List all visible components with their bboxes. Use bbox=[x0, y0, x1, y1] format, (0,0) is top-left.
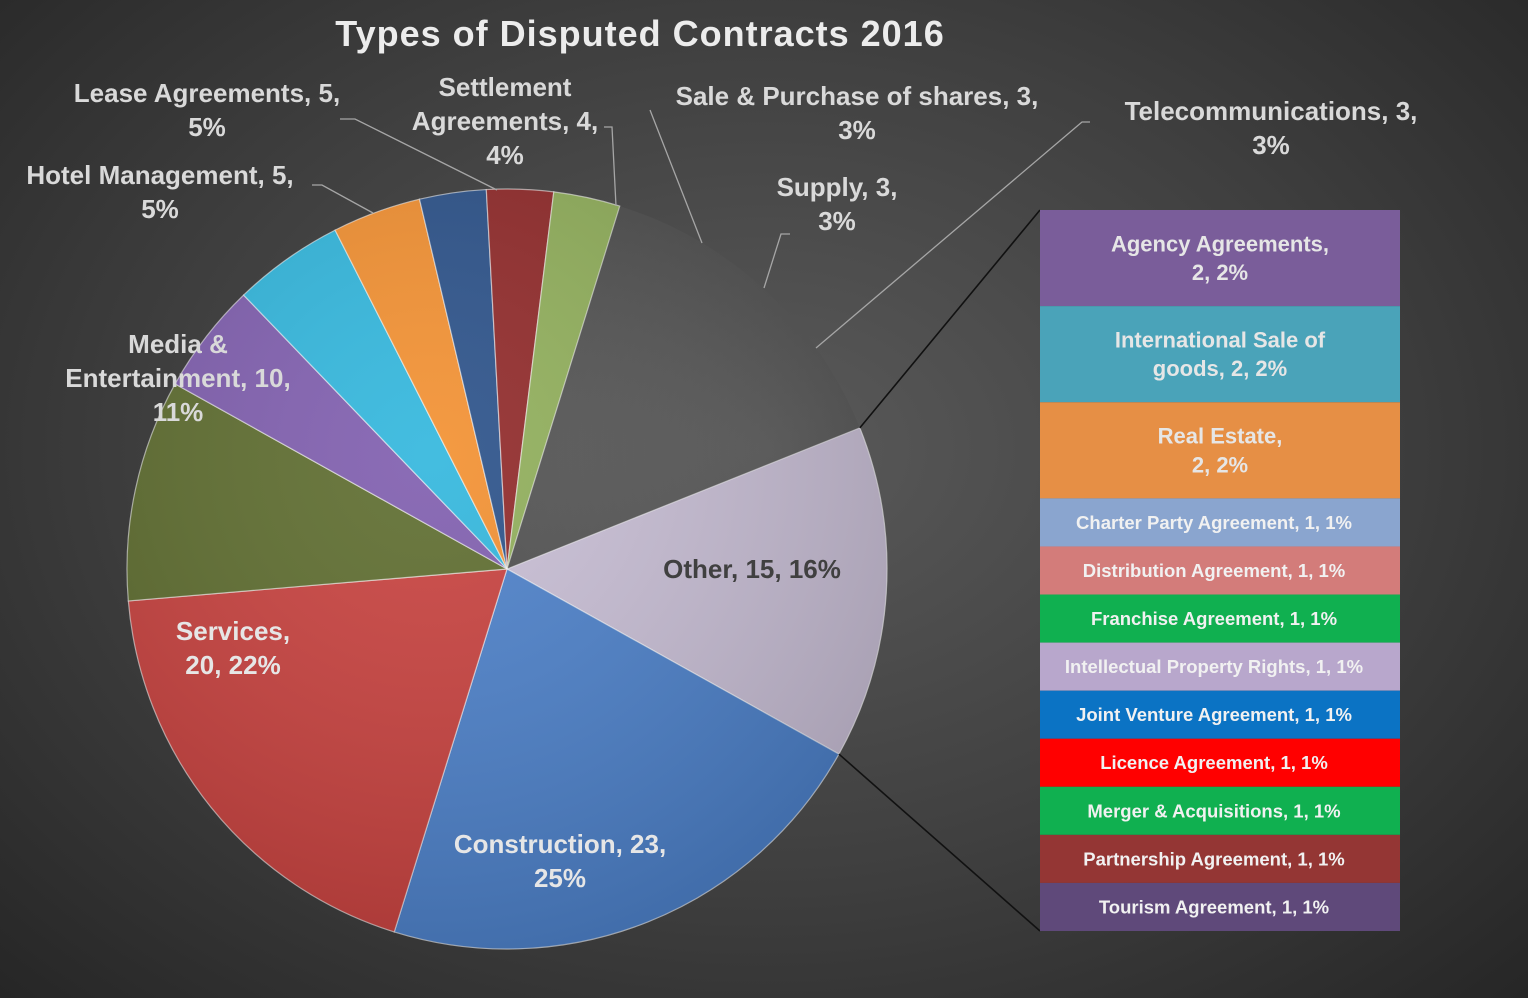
data-labels: Agency Agreements, 2, 2% International Sal… bbox=[26, 72, 1417, 917]
slice-label-media-and-entertainment: Media & bbox=[128, 329, 228, 359]
bar-label-agency-agreements: Agency Agreements, bbox=[1111, 231, 1329, 256]
bar-label-international-sale-of-goods: International Sale of bbox=[1115, 328, 1326, 353]
bar-label-tourism-agreement: Tourism Agreement, 1, 1% bbox=[1099, 896, 1329, 917]
leader-line-settlement-agreements bbox=[604, 126, 617, 207]
bar-segment-merger-and-acquisitions bbox=[1040, 786, 1400, 835]
bar-segment-joint-venture-agreement bbox=[1040, 690, 1400, 739]
slice-label-media-and-entertainment: 11% bbox=[153, 397, 204, 427]
bar-label-licence-agreement: Licence Agreement, 1, 1% bbox=[1100, 752, 1328, 773]
slice-label-sale-and-purchase-of-shares: Sale & Purchase of shares, 3, bbox=[676, 81, 1039, 111]
slice-label-construction: 25% bbox=[534, 863, 586, 893]
leader-line-sale-and-purchase-of-shares bbox=[649, 109, 703, 244]
bar-label-real-estate: Real Estate, bbox=[1158, 424, 1283, 449]
slice-label-telecommunications: Telecommunications, 3, bbox=[1125, 96, 1418, 126]
bar-segment-licence-agreement bbox=[1040, 738, 1400, 787]
slice-label-other: Other, 15, 16% bbox=[663, 554, 841, 584]
slice-label-media-and-entertainment: Entertainment, 10, bbox=[65, 363, 290, 393]
leader-lines bbox=[312, 109, 1090, 932]
leader-line-telecommunications bbox=[815, 121, 1090, 349]
leader-line-supply bbox=[763, 233, 790, 289]
slice-label-lease-agreements: 5% bbox=[188, 112, 226, 142]
slice-label-settlement-agreements: Settlement bbox=[439, 72, 572, 102]
bar-label-real-estate: 2, 2% bbox=[1192, 452, 1248, 477]
chart-title: Types of Disputed Contracts 2016 bbox=[335, 13, 944, 54]
leader-line-hotel-management bbox=[312, 184, 374, 214]
bar-segment-charter-party-agreement bbox=[1040, 498, 1400, 547]
bar-segment-tourism-agreement bbox=[1040, 882, 1400, 931]
slice-label-settlement-agreements: 4% bbox=[486, 140, 524, 170]
bar-segment-real-estate bbox=[1040, 402, 1400, 499]
slice-label-construction: Construction, 23, bbox=[454, 829, 666, 859]
bar-label-distribution-agreement: Distribution Agreement, 1, 1% bbox=[1083, 560, 1345, 581]
connector-line-bottom bbox=[838, 753, 1041, 932]
bar-segment-partnership-agreement bbox=[1040, 834, 1400, 883]
bar-label-franchise-agreement: Franchise Agreement, 1, 1% bbox=[1091, 608, 1337, 629]
slice-label-services: 20, 22% bbox=[185, 650, 280, 680]
slice-label-settlement-agreements: Agreements, 4, bbox=[412, 106, 598, 136]
bar-label-partnership-agreement: Partnership Agreement, 1, 1% bbox=[1083, 848, 1344, 869]
bar-segment-distribution-agreement bbox=[1040, 546, 1400, 595]
bar-segment-intellectual-property-rights bbox=[1040, 642, 1400, 691]
bar-label-international-sale-of-goods: goods, 2, 2% bbox=[1153, 356, 1287, 381]
bar-label-charter-party-agreement: Charter Party Agreement, 1, 1% bbox=[1076, 512, 1352, 533]
bar-label-joint-venture-agreement: Joint Venture Agreement, 1, 1% bbox=[1076, 704, 1352, 725]
slice-label-lease-agreements: Lease Agreements, 5, bbox=[74, 78, 340, 108]
connector-line-top bbox=[859, 209, 1041, 429]
slice-label-supply: 3% bbox=[818, 206, 856, 236]
slice-label-hotel-management: Hotel Management, 5, bbox=[26, 160, 293, 190]
bar-label-intellectual-property-rights: Intellectual Property Rights, 1, 1% bbox=[1065, 656, 1363, 677]
bar-segment-agency-agreements bbox=[1040, 210, 1400, 307]
slice-label-telecommunications: 3% bbox=[1252, 130, 1290, 160]
slice-label-supply: Supply, 3, bbox=[777, 172, 898, 202]
bar-segment-franchise-agreement bbox=[1040, 594, 1400, 643]
bar-label-agency-agreements: 2, 2% bbox=[1192, 260, 1248, 285]
slice-label-services: Services, bbox=[176, 616, 290, 646]
breakout-bar bbox=[1040, 210, 1400, 931]
slice-label-hotel-management: 5% bbox=[141, 194, 179, 224]
bar-label-merger-and-acquisitions: Merger & Acquisitions, 1, 1% bbox=[1087, 800, 1340, 821]
bar-segment-international-sale-of-goods bbox=[1040, 306, 1400, 403]
slice-label-sale-and-purchase-of-shares: 3% bbox=[838, 115, 876, 145]
leader-line-lease-agreements bbox=[340, 118, 498, 191]
